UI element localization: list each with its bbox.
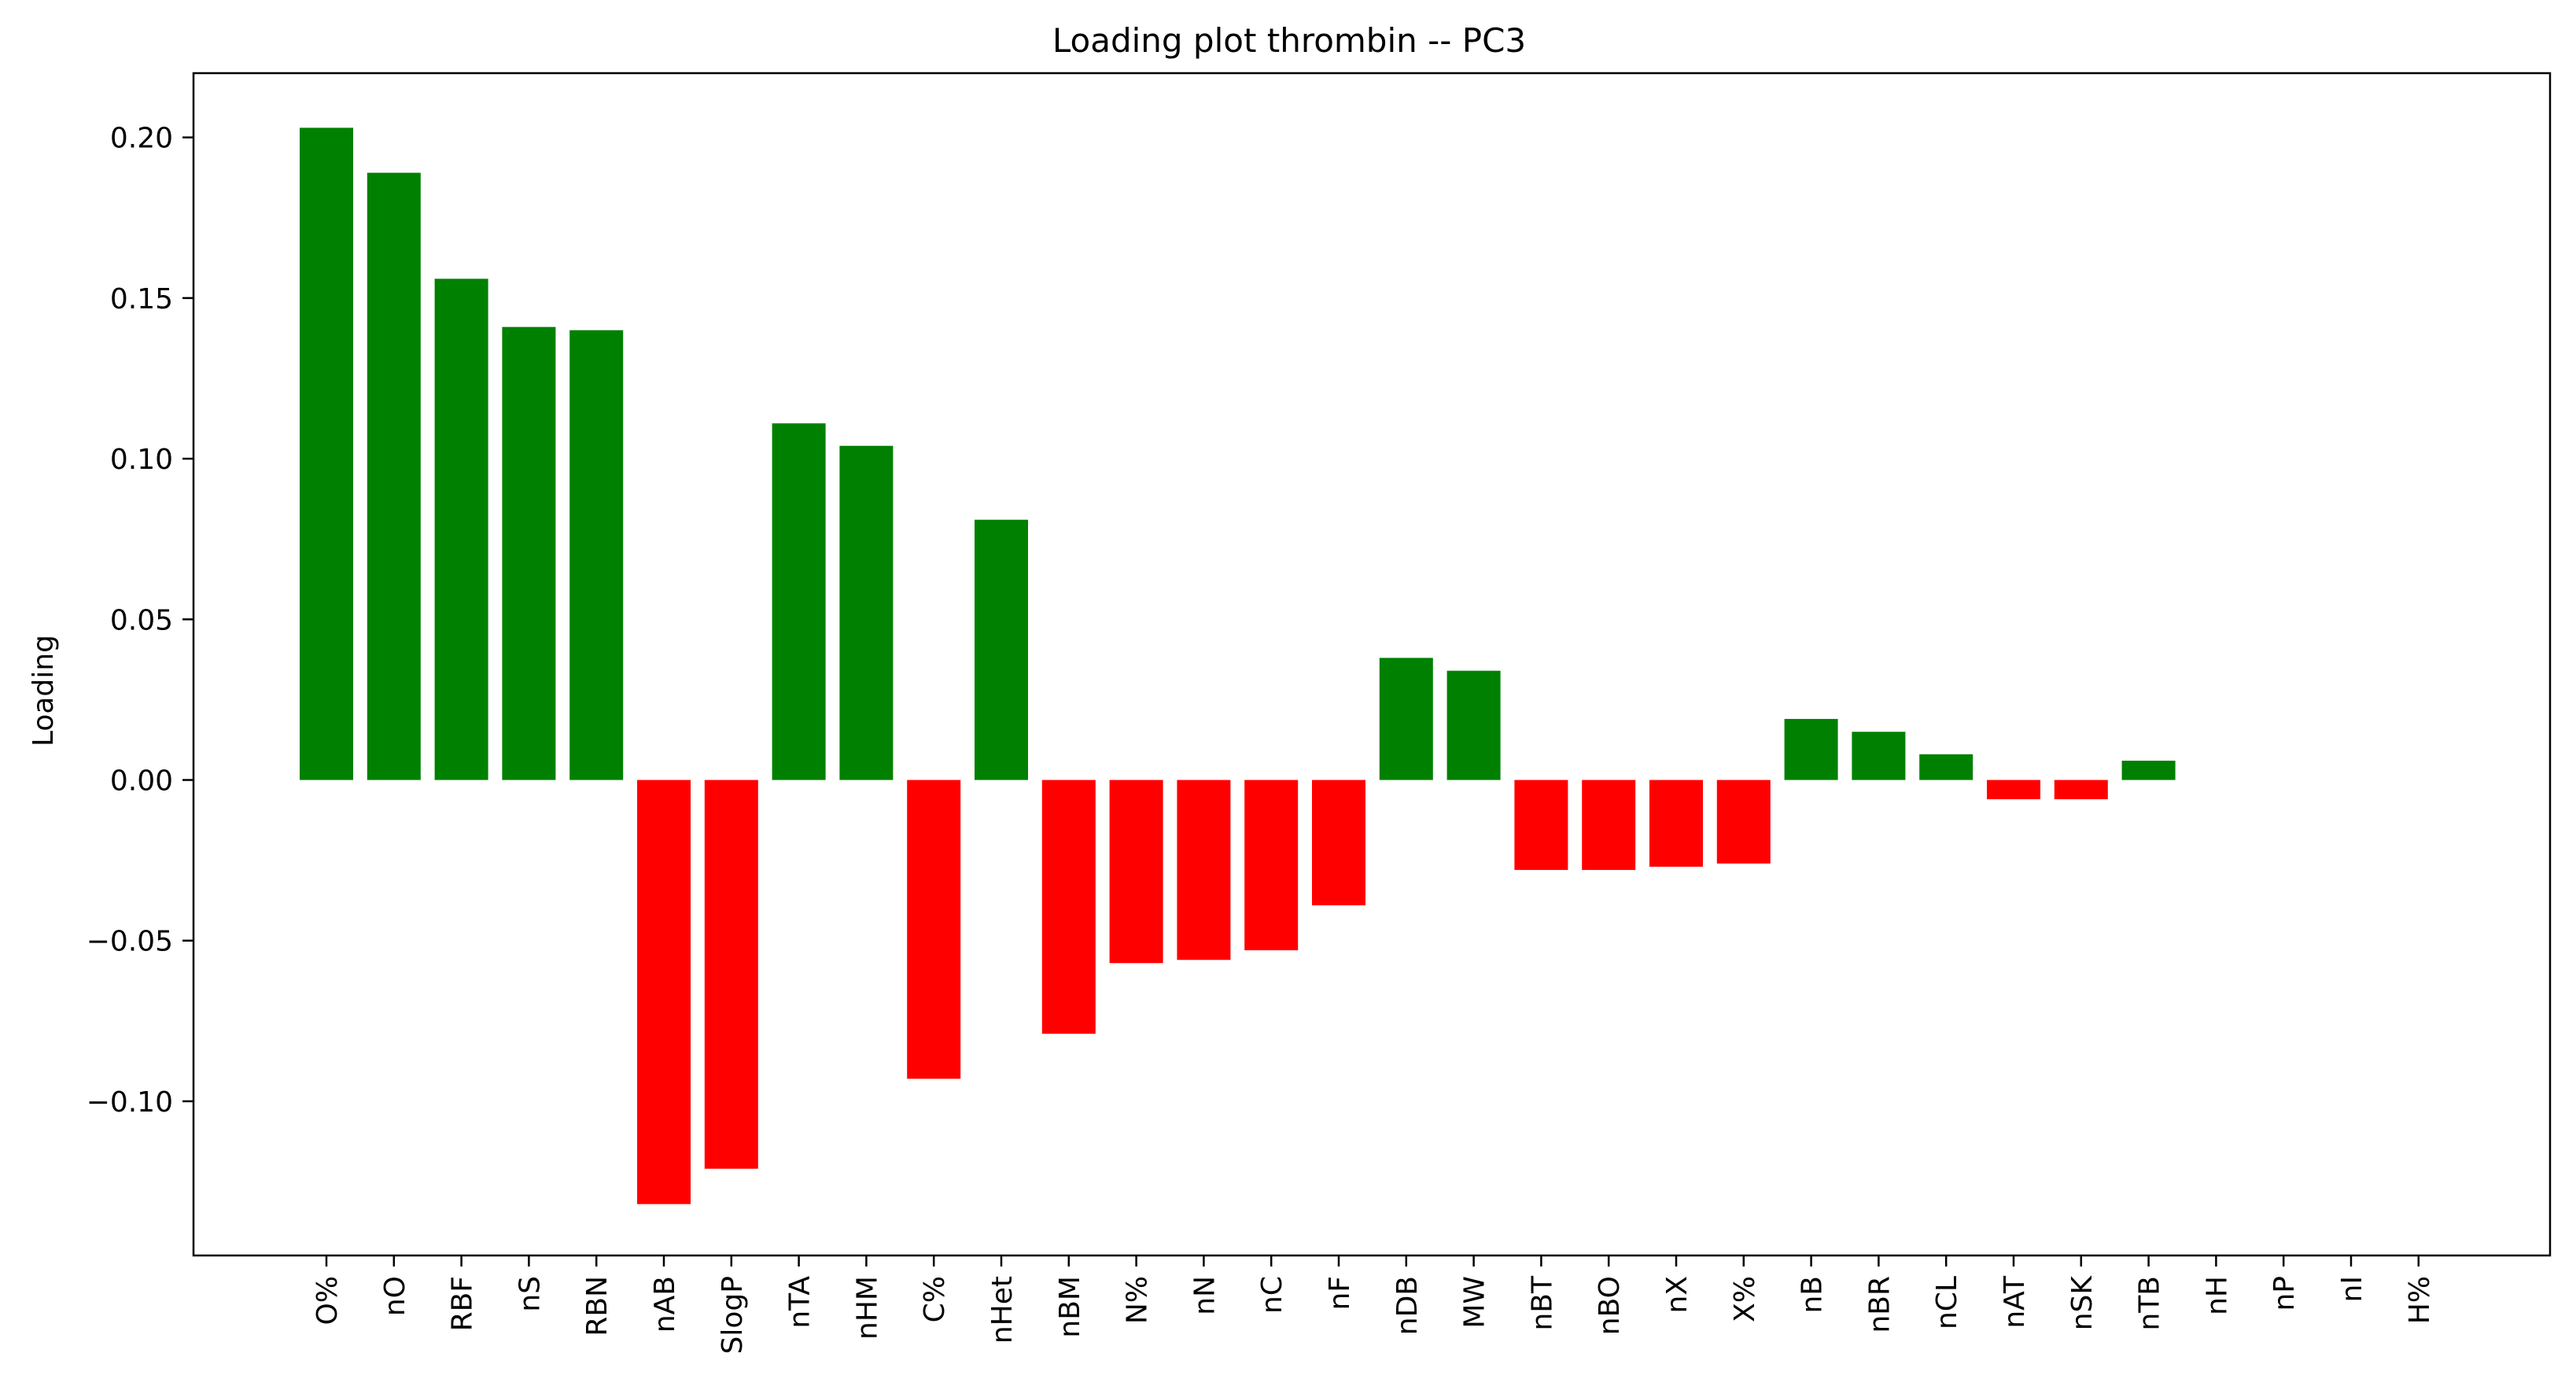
x-tick-label: nBM xyxy=(1054,1276,1086,1338)
x-tick-label: nCL xyxy=(1931,1276,1963,1329)
bar-nab xyxy=(637,780,691,1204)
x-tick-label: nS xyxy=(514,1276,546,1312)
bar-nhet xyxy=(975,519,1028,780)
bar-mw xyxy=(1446,670,1501,780)
x-tick-label: MW xyxy=(1459,1276,1491,1329)
x-tick-label: H% xyxy=(2404,1276,2436,1324)
y-tick-label: 0.05 xyxy=(110,604,173,636)
x-tick-label: C% xyxy=(919,1276,951,1322)
bar-rbf xyxy=(434,278,488,780)
bar-ns xyxy=(502,326,556,780)
bar-ndb xyxy=(1379,658,1433,780)
x-tick-label: nTB xyxy=(2134,1276,2166,1331)
bar-nb xyxy=(1784,718,1838,780)
bar-rbn xyxy=(569,330,624,780)
bar-nc xyxy=(1244,780,1299,950)
x-tick-label: nI xyxy=(2336,1276,2368,1302)
x-tick-label: X% xyxy=(1729,1276,1761,1322)
x-tick-label: RBN xyxy=(581,1276,614,1337)
x-tick-label: RBF xyxy=(447,1276,479,1331)
bar-n-pct xyxy=(1109,780,1163,964)
bar-nsk xyxy=(2054,780,2108,800)
x-tick-label: nBT xyxy=(1526,1275,1558,1331)
bar-ncl xyxy=(1919,754,1973,780)
bar-no xyxy=(367,172,421,780)
x-tick-label: nH xyxy=(2201,1276,2233,1315)
y-axis-ticks: −0.10 −0.05 0.00 0.05 0.10 0.15 0.20 xyxy=(87,123,193,1119)
x-axis-ticks: O% nO RBF nS RBN nAB SlogP nTA nHM C% nHet nBM N% nN n… xyxy=(311,1255,2436,1354)
y-tick-label: −0.10 xyxy=(87,1086,173,1119)
x-tick-label: nX xyxy=(1661,1276,1693,1313)
x-tick-label: nN xyxy=(1188,1276,1221,1315)
x-tick-label: nP xyxy=(2268,1276,2301,1311)
x-tick-label: nB xyxy=(1797,1276,1829,1314)
x-tick-label: nO xyxy=(379,1276,411,1316)
bar-x-pct xyxy=(1716,780,1771,864)
bar-nn xyxy=(1177,780,1231,960)
plot-frame xyxy=(192,72,2552,1257)
x-tick-label: nHM xyxy=(851,1276,883,1340)
x-tick-label: SlogP xyxy=(717,1276,749,1354)
y-tick-label: 0.00 xyxy=(110,765,173,798)
x-tick-label: N% xyxy=(1122,1276,1154,1324)
bar-nx xyxy=(1649,780,1703,867)
bar-nhm xyxy=(839,445,894,780)
x-tick-label: nAB xyxy=(649,1276,681,1333)
y-axis-label: Loading xyxy=(28,635,60,747)
bar-c-pct xyxy=(907,780,961,1079)
bar-nat xyxy=(1987,780,2040,800)
x-tick-label: nSK xyxy=(2066,1275,2099,1331)
bar-slogp xyxy=(704,780,758,1169)
chart-title: Loading plot thrombin -- PC3 xyxy=(1052,21,1526,60)
bar-o-pct xyxy=(300,127,353,780)
x-tick-label: nBR xyxy=(1863,1276,1896,1333)
bar-nta xyxy=(772,423,826,780)
x-tick-label: nBO xyxy=(1594,1276,1626,1335)
y-tick-label: 0.20 xyxy=(110,123,173,155)
x-tick-label: nC xyxy=(1256,1276,1288,1314)
x-tick-label: nDB xyxy=(1391,1276,1424,1335)
bars-group xyxy=(300,127,2176,1204)
bar-nf xyxy=(1312,780,1365,905)
bar-nbo xyxy=(1582,780,1636,870)
x-tick-label: nF xyxy=(1324,1276,1356,1311)
bar-nbr xyxy=(1852,732,1906,780)
x-tick-label: O% xyxy=(311,1276,344,1325)
y-tick-label: 0.10 xyxy=(110,444,173,476)
y-tick-label: −0.05 xyxy=(87,926,173,958)
x-tick-label: nHet xyxy=(986,1276,1019,1344)
x-tick-label: nAT xyxy=(1999,1275,2031,1329)
bar-ntb xyxy=(2121,761,2176,780)
bar-nbm xyxy=(1041,780,1096,1034)
x-tick-label: nTA xyxy=(784,1276,816,1329)
bar-nbt xyxy=(1514,780,1568,870)
y-tick-label: 0.15 xyxy=(110,283,173,315)
